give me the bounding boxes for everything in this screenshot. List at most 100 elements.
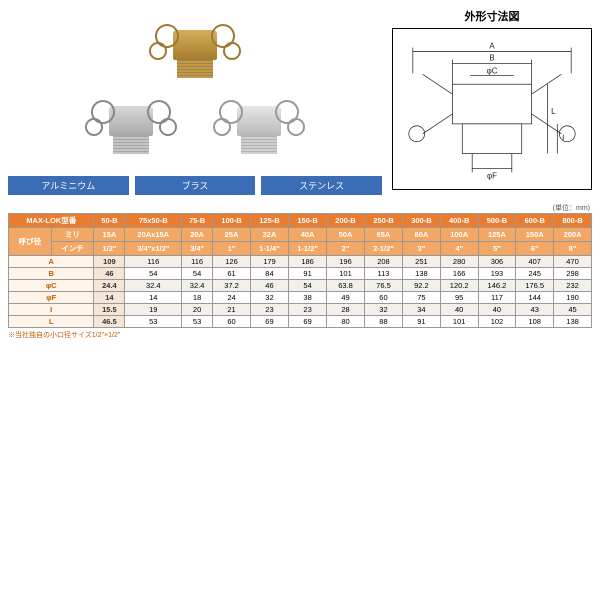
dim-value: 69 bbox=[289, 316, 327, 328]
material-label-brass: ブラス bbox=[135, 176, 256, 195]
dim-row: I 15.5192021232328323440404345 bbox=[9, 304, 592, 316]
dim-value: 280 bbox=[440, 256, 478, 268]
dim-label: A bbox=[9, 256, 94, 268]
dim-value: 208 bbox=[364, 256, 402, 268]
dim-value: 91 bbox=[289, 268, 327, 280]
header-model: MAX-LOK型番 bbox=[9, 214, 94, 228]
dim-value: 91 bbox=[403, 316, 441, 328]
size-in-cell: 1" bbox=[213, 242, 251, 256]
dim-value: 15.5 bbox=[94, 304, 125, 316]
size-in-cell: 4" bbox=[440, 242, 478, 256]
dim-value: 84 bbox=[250, 268, 288, 280]
size-in-cell: 1-1/4" bbox=[250, 242, 288, 256]
dim-value: 138 bbox=[554, 316, 592, 328]
dim-value: 232 bbox=[554, 280, 592, 292]
size-in-cell: 2-1/2" bbox=[364, 242, 402, 256]
size-in-cell: 6" bbox=[516, 242, 554, 256]
size-in-cell: 3/4"x1/2" bbox=[125, 242, 182, 256]
dim-value: 54 bbox=[182, 268, 213, 280]
dim-value: 190 bbox=[554, 292, 592, 304]
dim-value: 46 bbox=[94, 268, 125, 280]
svg-text:B: B bbox=[489, 53, 494, 62]
dim-value: 69 bbox=[250, 316, 288, 328]
size-in-cell: 3" bbox=[403, 242, 441, 256]
dim-value: 193 bbox=[478, 268, 516, 280]
model-col: 125-B bbox=[250, 214, 288, 228]
model-col: 400-B bbox=[440, 214, 478, 228]
dim-value: 53 bbox=[125, 316, 182, 328]
dimension-diagram: A B φC φF L I bbox=[392, 28, 592, 190]
dim-value: 53 bbox=[182, 316, 213, 328]
dim-row: φC 24.432.432.437.2465463.876.592.2120.2… bbox=[9, 280, 592, 292]
size-in-cell: 1-1/2" bbox=[289, 242, 327, 256]
unit-note: (単位：mm) bbox=[8, 203, 590, 213]
dim-label: B bbox=[9, 268, 94, 280]
size-mm-cell: 150A bbox=[516, 228, 554, 242]
dim-value: 245 bbox=[516, 268, 554, 280]
size-in-cell: 3/4" bbox=[182, 242, 213, 256]
model-col: 300-B bbox=[403, 214, 441, 228]
dim-value: 126 bbox=[213, 256, 251, 268]
header-size-in: インチ bbox=[51, 242, 94, 256]
dim-value: 24.4 bbox=[94, 280, 125, 292]
size-mm-cell: 20A bbox=[182, 228, 213, 242]
svg-text:φC: φC bbox=[487, 66, 498, 75]
product-image-stainless bbox=[215, 94, 303, 160]
dim-value: 61 bbox=[213, 268, 251, 280]
material-label-aluminum: アルミニウム bbox=[8, 176, 129, 195]
dim-value: 32.4 bbox=[182, 280, 213, 292]
dim-label: φF bbox=[9, 292, 94, 304]
dim-row: L 46.55353606969808891101102108138 bbox=[9, 316, 592, 328]
dim-value: 251 bbox=[403, 256, 441, 268]
size-mm-cell: 200A bbox=[554, 228, 592, 242]
footnote: ※当社独自の小口径サイズ1/2"×1/2" bbox=[8, 330, 592, 340]
dim-value: 186 bbox=[289, 256, 327, 268]
dim-value: 54 bbox=[289, 280, 327, 292]
diagram-title: 外形寸法図 bbox=[392, 8, 592, 24]
dim-value: 102 bbox=[478, 316, 516, 328]
dim-value: 54 bbox=[125, 268, 182, 280]
dim-value: 113 bbox=[364, 268, 402, 280]
dim-value: 116 bbox=[125, 256, 182, 268]
dim-value: 32 bbox=[250, 292, 288, 304]
size-mm-cell: 15A bbox=[94, 228, 125, 242]
size-in-cell: 1/2" bbox=[94, 242, 125, 256]
dim-value: 146.2 bbox=[478, 280, 516, 292]
dim-value: 23 bbox=[250, 304, 288, 316]
dim-label: L bbox=[9, 316, 94, 328]
dim-value: 101 bbox=[327, 268, 365, 280]
dim-value: 60 bbox=[364, 292, 402, 304]
size-mm-cell: 80A bbox=[403, 228, 441, 242]
dim-value: 28 bbox=[327, 304, 365, 316]
dim-value: 43 bbox=[516, 304, 554, 316]
size-mm-cell: 65A bbox=[364, 228, 402, 242]
dim-value: 14 bbox=[125, 292, 182, 304]
dim-label: I bbox=[9, 304, 94, 316]
product-image-aluminum bbox=[87, 94, 175, 160]
dim-value: 21 bbox=[213, 304, 251, 316]
dim-value: 49 bbox=[327, 292, 365, 304]
size-in-cell: 8" bbox=[554, 242, 592, 256]
svg-text:L: L bbox=[551, 107, 556, 116]
dim-value: 40 bbox=[478, 304, 516, 316]
dim-value: 40 bbox=[440, 304, 478, 316]
dim-value: 45 bbox=[554, 304, 592, 316]
dim-value: 196 bbox=[327, 256, 365, 268]
dim-value: 60 bbox=[213, 316, 251, 328]
dim-value: 108 bbox=[516, 316, 554, 328]
dim-value: 63.8 bbox=[327, 280, 365, 292]
dim-value: 117 bbox=[478, 292, 516, 304]
dim-value: 88 bbox=[364, 316, 402, 328]
model-col: 800-B bbox=[554, 214, 592, 228]
dim-value: 18 bbox=[182, 292, 213, 304]
model-col: 75x50-B bbox=[125, 214, 182, 228]
model-col: 50-B bbox=[94, 214, 125, 228]
size-mm-cell: 25A bbox=[213, 228, 251, 242]
product-image-brass bbox=[151, 18, 239, 84]
dim-value: 176.5 bbox=[516, 280, 554, 292]
dim-value: 116 bbox=[182, 256, 213, 268]
dim-value: 32 bbox=[364, 304, 402, 316]
dim-value: 306 bbox=[478, 256, 516, 268]
size-in-cell: 5" bbox=[478, 242, 516, 256]
dim-value: 46 bbox=[250, 280, 288, 292]
